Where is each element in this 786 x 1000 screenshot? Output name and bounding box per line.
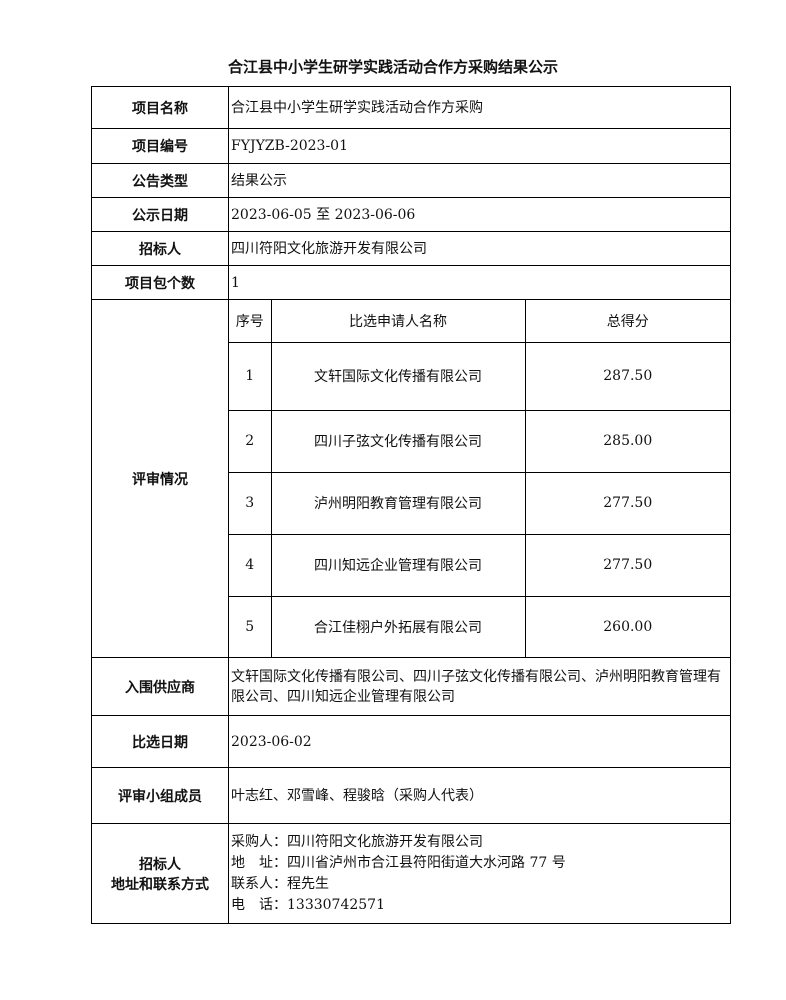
row-notice-period: 公示日期 2023-06-05 至 2023-06-06 xyxy=(91,197,731,232)
label: 公示日期 xyxy=(91,197,229,232)
no: 2 xyxy=(229,409,272,473)
label: 项目包个数 xyxy=(91,265,229,300)
name: 合江佳栩户外拓展有限公司 xyxy=(270,595,526,657)
row-project-name: 项目名称 合江县中小学生研学实践活动合作方采购 xyxy=(91,86,731,129)
value: 2023-06-02 xyxy=(228,715,731,768)
label: 入围供应商 xyxy=(91,657,229,716)
label: 评审小组成员 xyxy=(91,767,229,824)
no: 1 xyxy=(229,341,272,411)
row-contact: 招标人 地址和联系方式 采购人：四川符阳文化旅游开发有限公司 地 址：四川省泸州… xyxy=(91,823,731,924)
no: 3 xyxy=(229,471,272,535)
contact-person: 联系人：程先生 xyxy=(231,875,329,892)
header-name: 比选申请人名称 xyxy=(270,300,526,343)
evaluation-cell: 序号 比选申请人名称 总得分 1 文轩国际文化传播有限公司 287.50 2 四… xyxy=(228,299,731,658)
score: 285.00 xyxy=(524,409,730,473)
row-evaluation: 评审情况 序号 比选申请人名称 总得分 1 文轩国际文化传播有限公司 287.5… xyxy=(91,299,731,658)
contact-info: 采购人：四川符阳文化旅游开发有限公司 地 址：四川省泸州市合江县符阳街道大水河路… xyxy=(228,823,731,924)
row-selection-date: 比选日期 2023-06-02 xyxy=(91,715,731,768)
value: 叶志红、邓雪峰、程骏晗（采购人代表） xyxy=(228,767,731,824)
value: 合江县中小学生研学实践活动合作方采购 xyxy=(228,86,731,129)
table-row: 3 泸州明阳教育管理有限公司 277.50 xyxy=(229,471,730,535)
label: 招标人 地址和联系方式 xyxy=(91,823,229,924)
row-project-no: 项目编号 FYJYZB-2023-01 xyxy=(91,128,731,164)
score: 260.00 xyxy=(524,595,730,657)
row-panel: 评审小组成员 叶志红、邓雪峰、程骏晗（采购人代表） xyxy=(91,767,731,824)
result-table: 项目名称 合江县中小学生研学实践活动合作方采购 项目编号 FYJYZB-2023… xyxy=(91,86,731,924)
row-tenderer: 招标人 四川符阳文化旅游开发有限公司 xyxy=(91,231,731,266)
value: 结果公示 xyxy=(228,163,731,198)
evaluation-header: 序号 比选申请人名称 总得分 xyxy=(229,300,730,343)
table-row: 1 文轩国际文化传播有限公司 287.50 xyxy=(229,341,730,411)
evaluation-table: 序号 比选申请人名称 总得分 1 文轩国际文化传播有限公司 287.50 2 四… xyxy=(229,300,730,657)
score: 287.50 xyxy=(524,341,730,411)
address: 地 址：四川省泸州市合江县符阳街道大水河路 77 号 xyxy=(231,854,566,871)
label: 项目编号 xyxy=(91,128,229,164)
value: 2023-06-05 至 2023-06-06 xyxy=(228,197,731,232)
score: 277.50 xyxy=(524,533,730,597)
name: 文轩国际文化传播有限公司 xyxy=(270,341,526,411)
name: 泸州明阳教育管理有限公司 xyxy=(270,471,526,535)
label: 项目名称 xyxy=(91,86,229,129)
label-line1: 招标人 xyxy=(139,856,181,873)
table-row: 5 合江佳栩户外拓展有限公司 260.00 xyxy=(229,595,730,657)
header-no: 序号 xyxy=(229,300,272,343)
label: 评审情况 xyxy=(91,299,229,658)
name: 四川知远企业管理有限公司 xyxy=(270,533,526,597)
table-row: 2 四川子弦文化传播有限公司 285.00 xyxy=(229,409,730,473)
page-title: 合江县中小学生研学实践活动合作方采购结果公示 xyxy=(227,58,558,76)
label-line2: 地址和联系方式 xyxy=(111,876,209,893)
value: 文轩国际文化传播有限公司、四川子弦文化传播有限公司、泸州明阳教育管理有限公司、四… xyxy=(228,657,731,716)
no: 4 xyxy=(229,533,272,597)
value: FYJYZB-2023-01 xyxy=(228,128,731,164)
table-row: 4 四川知远企业管理有限公司 277.50 xyxy=(229,533,730,597)
value: 四川符阳文化旅游开发有限公司 xyxy=(228,231,731,266)
purchaser: 采购人：四川符阳文化旅游开发有限公司 xyxy=(231,833,483,850)
name: 四川子弦文化传播有限公司 xyxy=(270,409,526,473)
row-package-count: 项目包个数 1 xyxy=(91,265,731,300)
score: 277.50 xyxy=(524,471,730,535)
row-shortlisted: 入围供应商 文轩国际文化传播有限公司、四川子弦文化传播有限公司、泸州明阳教育管理… xyxy=(91,657,731,716)
label: 招标人 xyxy=(91,231,229,266)
phone: 电 话：13330742571 xyxy=(231,896,385,913)
label: 比选日期 xyxy=(91,715,229,768)
row-notice-type: 公告类型 结果公示 xyxy=(91,163,731,198)
no: 5 xyxy=(229,595,272,657)
header-score: 总得分 xyxy=(524,300,730,343)
label: 公告类型 xyxy=(91,163,229,198)
value: 1 xyxy=(228,265,731,300)
